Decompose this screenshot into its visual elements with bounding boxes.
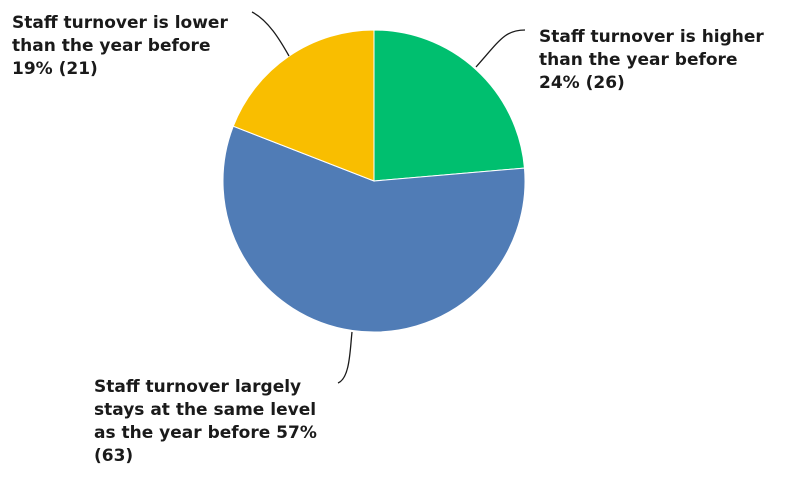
leader-line-same — [337, 331, 353, 384]
slice-label-line: as the year before 57% — [94, 423, 317, 443]
slice-label-line: than the year before — [539, 50, 738, 70]
leader-line-higher — [475, 29, 526, 68]
slice-same — [222, 125, 526, 333]
slice-label-line: 24% (26) — [539, 73, 625, 93]
slice-label-higher: Staff turnover is higher than the year b… — [539, 26, 764, 95]
slice-label-line: Staff turnover is lower — [12, 13, 228, 33]
slice-label-line: than the year before — [12, 36, 211, 56]
slice-lower — [232, 29, 375, 182]
leader-line-lower — [251, 11, 290, 57]
slice-label-same: Staff turnover largely stays at the same… — [94, 376, 317, 468]
slice-higher — [373, 29, 525, 182]
slice-label-lower: Staff turnover is lower than the year be… — [12, 12, 228, 81]
slice-label-line: 19% (21) — [12, 59, 98, 79]
slice-label-line: (63) — [94, 446, 134, 466]
slice-label-line: Staff turnover largely — [94, 377, 302, 397]
slice-label-line: stays at the same level — [94, 400, 317, 420]
slice-label-line: Staff turnover is higher — [539, 27, 764, 47]
